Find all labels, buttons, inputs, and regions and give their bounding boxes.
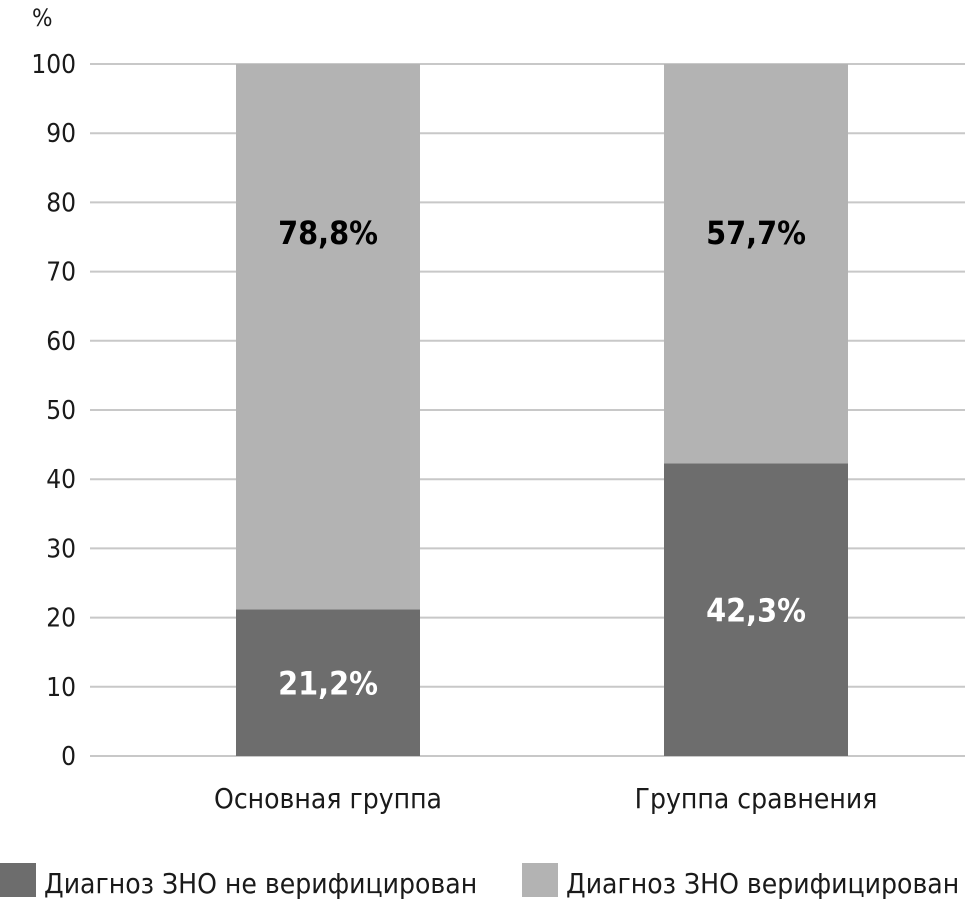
bar-segment [236,609,420,756]
y-tick-label: 20 [46,604,76,634]
bar-value-label: 78,8% [278,214,378,252]
bar-value-label: 42,3% [706,592,806,630]
bar-value-label: 21,2% [278,665,378,703]
legend-label: Диагноз ЗНО верифицирован [566,867,959,900]
y-tick-label: 80 [46,188,76,218]
y-tick-label: 30 [46,534,76,564]
legend-label: Диагноз ЗНО не верифицирован [44,867,477,900]
bar-segment [664,463,848,756]
x-category-label: Группа сравнения [635,782,878,815]
legend-swatch [522,863,558,897]
y-tick-label: 60 [46,327,76,357]
legend: Диагноз ЗНО не верифицирован Диагноз ЗНО … [0,863,959,900]
y-tick-label: 40 [46,465,76,495]
bar-value-labels: 21,2% 78,8% 42,3% 57,7% [278,214,806,703]
legend-swatch [0,863,36,897]
y-axis-ticks: 0 10 20 30 40 50 60 70 80 90 100 [31,50,76,772]
bars [236,64,848,756]
bar-value-label: 57,7% [706,214,806,252]
x-axis-category-labels: Основная группа Группа сравнения [214,782,877,815]
y-tick-label: 0 [61,742,76,772]
y-axis-unit-label: % [32,4,53,32]
y-tick-label: 50 [46,396,76,426]
x-category-label: Основная группа [214,782,442,815]
bar-segment [664,64,848,464]
y-tick-label: 90 [46,119,76,149]
y-tick-label: 70 [46,258,76,288]
y-tick-label: 100 [31,50,76,80]
bar-segment [236,64,420,610]
y-tick-label: 10 [46,673,76,703]
